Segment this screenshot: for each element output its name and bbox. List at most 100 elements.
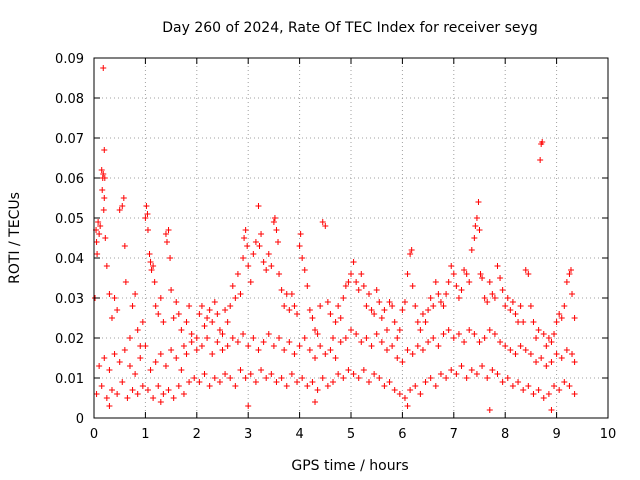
y-tick-label: 0.06	[55, 172, 84, 187]
y-axis-ticks: 0 0.01 0.02 0.03 0.04 0.05 0.06 0.07 0.08 0.09	[55, 52, 608, 427]
data-point	[99, 187, 106, 193]
data-point	[224, 319, 231, 325]
data-point	[242, 375, 249, 381]
data-point	[448, 263, 455, 269]
data-point	[563, 279, 570, 285]
data-point	[399, 307, 406, 313]
data-point	[489, 367, 496, 373]
x-tick-label: 1	[141, 427, 149, 442]
x-tick-label: 3	[244, 427, 252, 442]
data-point	[241, 235, 248, 241]
data-point	[563, 347, 570, 353]
data-point	[155, 311, 162, 317]
data-point	[111, 295, 118, 301]
data-point	[276, 335, 283, 341]
data-point	[571, 315, 578, 321]
data-point	[525, 383, 532, 389]
data-point	[530, 319, 537, 325]
data-point	[322, 223, 329, 229]
x-tick-label: 9	[552, 427, 560, 442]
data-point	[198, 343, 205, 349]
data-point	[509, 383, 516, 389]
data-point	[240, 331, 247, 337]
data-point	[440, 331, 447, 337]
data-point	[504, 295, 511, 301]
y-tick-label: 0.01	[55, 372, 84, 387]
data-point	[414, 319, 421, 325]
data-point	[168, 347, 175, 353]
data-point	[363, 335, 370, 341]
data-point	[553, 351, 560, 357]
data-point	[242, 227, 249, 233]
data-point	[512, 311, 519, 317]
data-point	[234, 271, 241, 277]
data-point	[288, 371, 295, 377]
data-point	[219, 347, 226, 353]
data-point	[317, 303, 324, 309]
data-point	[281, 347, 288, 353]
data-point	[419, 347, 426, 353]
y-tick-label: 0.05	[55, 212, 84, 227]
data-point	[294, 311, 301, 317]
data-point	[180, 343, 187, 349]
data-point	[569, 291, 576, 297]
data-point	[360, 367, 367, 373]
y-tick-label: 0.07	[55, 132, 84, 147]
data-point	[468, 247, 475, 253]
data-points	[92, 65, 578, 413]
data-point	[101, 355, 108, 361]
data-point	[265, 331, 272, 337]
data-point	[142, 215, 149, 221]
data-point	[232, 295, 239, 301]
data-point	[108, 315, 115, 321]
data-point	[252, 379, 259, 385]
data-point	[553, 319, 560, 325]
data-point	[350, 371, 357, 377]
y-tick-label: 0.08	[55, 92, 84, 107]
data-point	[440, 303, 447, 309]
data-point	[443, 375, 450, 381]
data-point	[294, 379, 301, 385]
x-axis-label: GPS time / hours	[291, 458, 408, 474]
data-point	[260, 259, 267, 265]
data-point	[404, 347, 411, 353]
x-tick-label: 5	[347, 427, 355, 442]
data-point	[296, 343, 303, 349]
data-point	[271, 215, 278, 221]
data-point	[533, 335, 540, 341]
data-point	[108, 387, 115, 393]
data-point	[443, 291, 450, 297]
data-point	[381, 307, 388, 313]
data-point	[461, 267, 468, 273]
data-point	[96, 363, 103, 369]
data-point	[183, 319, 190, 325]
data-point	[317, 343, 324, 349]
data-point	[376, 299, 383, 305]
data-point	[150, 263, 157, 269]
data-point	[497, 339, 504, 345]
x-tick-label: 7	[450, 427, 458, 442]
data-point	[473, 215, 480, 221]
data-point	[157, 399, 164, 405]
y-tick-label: 0.09	[55, 52, 84, 67]
data-point	[404, 403, 411, 409]
data-point	[163, 239, 170, 245]
data-point	[122, 279, 129, 285]
data-point	[538, 355, 545, 361]
data-point	[270, 343, 277, 349]
data-point	[463, 375, 470, 381]
data-point	[340, 295, 347, 301]
data-point	[273, 379, 280, 385]
data-point	[453, 283, 460, 289]
data-point	[180, 391, 187, 397]
data-point	[139, 319, 146, 325]
data-point	[196, 311, 203, 317]
data-point	[134, 391, 141, 397]
data-point	[276, 271, 283, 277]
data-point	[522, 347, 529, 353]
data-point	[517, 343, 524, 349]
x-tick-label: 2	[193, 427, 201, 442]
data-point	[540, 331, 547, 337]
